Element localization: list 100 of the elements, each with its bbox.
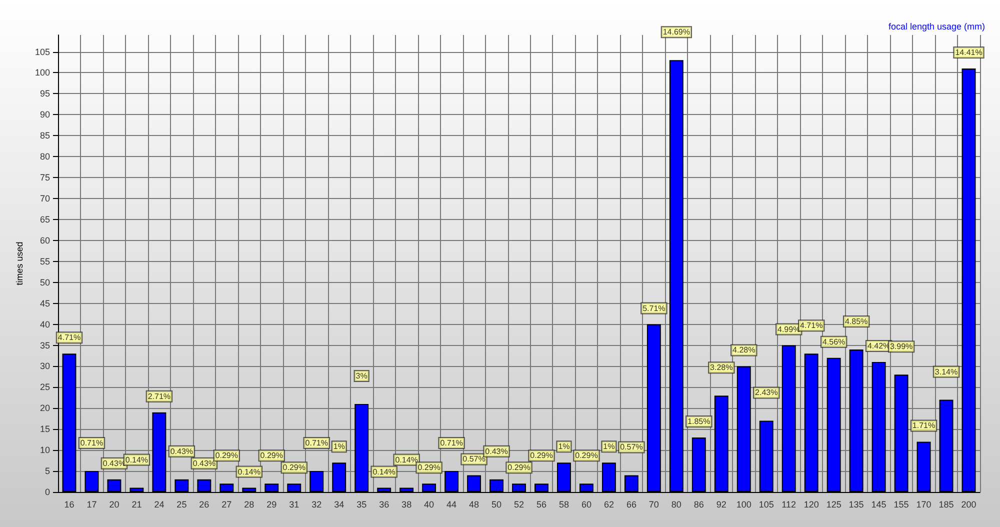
x-tick-label: 86 xyxy=(694,500,704,510)
y-tick-label: 60 xyxy=(40,235,50,246)
y-tick-label: 65 xyxy=(40,214,50,224)
y-tick-label: 105 xyxy=(34,46,50,57)
y-tick-label: 75 xyxy=(40,172,50,183)
y-tick-label: 50 xyxy=(40,277,50,288)
x-tick-label: 16 xyxy=(64,500,74,510)
annotation: 4.85% xyxy=(844,316,868,326)
x-tick-label: 125 xyxy=(826,500,842,510)
x-tick-label: 200 xyxy=(961,500,976,510)
x-tick-label: 80 xyxy=(671,500,682,510)
x-tick-label: 58 xyxy=(558,500,569,510)
annotation: 0.43% xyxy=(485,446,508,456)
x-tick-label: 52 xyxy=(514,500,524,510)
y-tick-label: 55 xyxy=(40,256,50,266)
annotation: 0.14% xyxy=(238,467,260,476)
y-tick-label: 45 xyxy=(40,298,50,308)
annotation: 2.71% xyxy=(148,392,171,401)
annotation: 1% xyxy=(603,442,615,452)
annotation: 0.14% xyxy=(395,455,418,464)
annotation: 0.29% xyxy=(260,451,283,460)
annotation: 4.71% xyxy=(58,333,81,342)
x-tick-label: 34 xyxy=(334,500,344,510)
annotation: 0.29% xyxy=(575,451,598,460)
x-tick-label: 145 xyxy=(871,500,886,510)
y-tick-label: 5 xyxy=(44,466,50,476)
x-tick-label: 29 xyxy=(266,500,277,510)
annotation: 4.28% xyxy=(732,346,756,355)
y-tick-label: 85 xyxy=(40,130,50,141)
x-tick-label: 112 xyxy=(782,500,796,510)
annotation: 0.71% xyxy=(305,438,328,448)
x-tick-label: 50 xyxy=(492,500,502,510)
x-tick-label: 38 xyxy=(402,500,412,510)
annotation: 0.57% xyxy=(462,454,486,464)
annotation: 0.29% xyxy=(282,463,306,472)
y-tick-label: 20 xyxy=(40,403,50,414)
x-tick-label: 100 xyxy=(736,500,752,510)
annotation: 0.14% xyxy=(125,455,148,464)
x-tick-label: 32 xyxy=(312,500,322,510)
x-tick-label: 44 xyxy=(446,500,457,510)
annotation: 0.43% xyxy=(102,458,126,468)
x-tick-label: 26 xyxy=(199,500,210,510)
annotation: 3% xyxy=(356,371,368,380)
x-tick-label: 105 xyxy=(758,500,774,510)
y-tick-label: 80 xyxy=(40,152,50,162)
x-tick-label: 21 xyxy=(132,500,142,510)
x-tick-label: 120 xyxy=(804,500,819,510)
annotation: 0.71% xyxy=(440,438,463,448)
y-tick-label: 35 xyxy=(40,340,50,350)
x-tick-label: 48 xyxy=(469,500,480,510)
chart-title: focal length usage (mm) xyxy=(888,22,986,32)
annotation: 0.71% xyxy=(80,438,104,448)
annotation: 0.43% xyxy=(170,446,194,456)
x-tick-label: 185 xyxy=(938,500,954,510)
annotation: 0.29% xyxy=(215,451,238,460)
annotation: 1.85% xyxy=(688,416,710,426)
annotation: 1% xyxy=(333,442,345,452)
annotation: 3.99% xyxy=(890,342,913,352)
x-tick-label: 20 xyxy=(109,500,120,510)
x-tick-label: 17 xyxy=(86,500,97,510)
x-tick-label: 155 xyxy=(894,500,909,510)
x-tick-label: 66 xyxy=(626,500,636,510)
y-tick-label: 30 xyxy=(40,361,50,372)
annotation: 0.29% xyxy=(418,463,440,472)
x-tick-label: 170 xyxy=(916,500,932,510)
annotation: 4.56% xyxy=(822,337,846,346)
x-tick-label: 27 xyxy=(222,500,232,510)
x-tick-label: 92 xyxy=(716,500,726,510)
annotation: 5.71% xyxy=(642,304,666,313)
x-tick-label: 60 xyxy=(581,500,592,510)
y-tick-label: 95 xyxy=(40,88,50,99)
annotation: 14.41% xyxy=(955,48,982,58)
annotation: 0.29% xyxy=(530,451,553,460)
annotation: 2.43% xyxy=(755,388,778,398)
x-tick-label: 28 xyxy=(244,500,254,510)
x-tick-label: 56 xyxy=(536,500,546,510)
y-tick-label: 100 xyxy=(34,68,50,78)
annotation: 0.57% xyxy=(620,442,643,452)
annotation: 1.71% xyxy=(912,421,936,430)
y-tick-label: 90 xyxy=(40,110,50,120)
annotation: 0.14% xyxy=(372,467,396,476)
x-tick-label: 70 xyxy=(648,500,659,510)
y-tick-label: 70 xyxy=(40,194,50,204)
x-tick-label: 40 xyxy=(424,500,434,510)
annotation: 14.69% xyxy=(662,28,690,37)
x-tick-label: 62 xyxy=(604,500,614,510)
y-axis-title: times used xyxy=(14,242,25,286)
x-tick-label: 24 xyxy=(154,500,164,510)
y-tick-label: 10 xyxy=(40,445,50,456)
x-tick-label: 135 xyxy=(848,500,864,510)
y-tick-label: 0 xyxy=(44,487,50,497)
annotation: 1% xyxy=(558,442,570,452)
y-tick-label: 40 xyxy=(40,319,50,330)
y-tick-label: 15 xyxy=(40,424,50,434)
annotation: 4.71% xyxy=(800,321,823,330)
annotation: 3.14% xyxy=(934,367,958,376)
x-tick-label: 31 xyxy=(289,500,300,510)
x-tick-label: 35 xyxy=(356,500,367,510)
x-tick-label: 36 xyxy=(379,500,390,510)
annotation: 3.28% xyxy=(710,363,733,372)
